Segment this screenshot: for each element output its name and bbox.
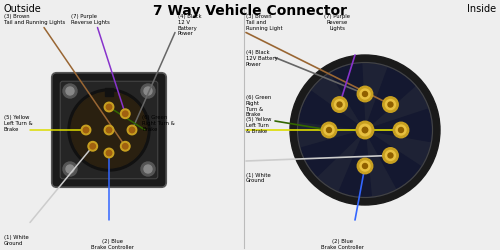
Circle shape <box>337 102 342 107</box>
Circle shape <box>90 144 96 149</box>
Text: (5) Yellow
Left Turn
& Brake: (5) Yellow Left Turn & Brake <box>246 118 272 134</box>
Text: 7 Way Vehicle Connector: 7 Way Vehicle Connector <box>153 4 347 18</box>
Text: (1) White
Ground: (1) White Ground <box>246 172 271 183</box>
Circle shape <box>63 162 77 176</box>
Wedge shape <box>365 68 414 130</box>
Circle shape <box>388 102 393 107</box>
Circle shape <box>88 142 98 151</box>
Circle shape <box>144 87 152 95</box>
Circle shape <box>382 148 398 163</box>
Text: (6) Green
Right Turn &
Brake: (6) Green Right Turn & Brake <box>142 115 176 132</box>
Circle shape <box>104 125 114 135</box>
Circle shape <box>393 122 409 138</box>
Circle shape <box>120 109 130 118</box>
Circle shape <box>298 62 432 198</box>
Wedge shape <box>340 130 372 196</box>
Circle shape <box>362 127 368 133</box>
Circle shape <box>129 127 135 133</box>
Text: (4) Black
12 V
Battery
Power: (4) Black 12 V Battery Power <box>178 14 201 36</box>
Circle shape <box>81 125 91 135</box>
Text: (6) Green
Right
Turn &
Brake: (6) Green Right Turn & Brake <box>246 95 271 118</box>
Wedge shape <box>300 92 365 130</box>
Circle shape <box>122 111 128 116</box>
Wedge shape <box>365 109 431 142</box>
Circle shape <box>68 89 150 171</box>
Circle shape <box>356 121 374 139</box>
Circle shape <box>141 162 155 176</box>
Bar <box>105 88 113 96</box>
Circle shape <box>63 84 77 98</box>
FancyBboxPatch shape <box>52 73 166 187</box>
Circle shape <box>66 87 74 95</box>
Circle shape <box>127 125 137 135</box>
Text: (3) Brown
Tail and
Running Light: (3) Brown Tail and Running Light <box>246 14 282 30</box>
FancyBboxPatch shape <box>60 81 158 179</box>
Circle shape <box>104 102 114 112</box>
Circle shape <box>122 144 128 149</box>
Circle shape <box>120 142 130 151</box>
Text: (1) White
Ground: (1) White Ground <box>4 235 29 246</box>
Text: (2) Blue
Brake Controller
Output: (2) Blue Brake Controller Output <box>321 239 364 250</box>
Circle shape <box>324 125 334 135</box>
Circle shape <box>386 150 396 160</box>
Circle shape <box>386 100 396 110</box>
Text: (7) Purple
Reverse Lights: (7) Purple Reverse Lights <box>71 14 110 25</box>
Circle shape <box>396 125 406 135</box>
Circle shape <box>359 124 371 136</box>
Circle shape <box>71 92 147 168</box>
Wedge shape <box>302 130 365 176</box>
Circle shape <box>326 128 332 132</box>
Circle shape <box>382 97 398 112</box>
Circle shape <box>290 55 440 205</box>
Text: Inside: Inside <box>467 4 496 14</box>
Circle shape <box>334 100 344 110</box>
Circle shape <box>66 165 74 173</box>
Circle shape <box>144 165 152 173</box>
Circle shape <box>106 104 112 110</box>
Circle shape <box>360 161 370 171</box>
Circle shape <box>388 153 393 158</box>
Text: (2) Blue
Brake Controller
Output: (2) Blue Brake Controller Output <box>91 239 134 250</box>
Circle shape <box>104 148 114 158</box>
Circle shape <box>398 128 404 132</box>
Circle shape <box>357 158 373 174</box>
Circle shape <box>357 86 373 102</box>
Text: (7) Purple
Reverse
Lights: (7) Purple Reverse Lights <box>324 14 350 30</box>
Circle shape <box>360 89 370 99</box>
Text: Outside: Outside <box>4 4 42 14</box>
Wedge shape <box>331 64 365 130</box>
Circle shape <box>106 127 112 133</box>
Circle shape <box>362 164 368 168</box>
Text: (5) Yellow
Left Turn &
Brake: (5) Yellow Left Turn & Brake <box>4 115 32 132</box>
Text: (4) Black
12V Battery
Power: (4) Black 12V Battery Power <box>246 50 278 66</box>
Circle shape <box>141 84 155 98</box>
Circle shape <box>84 127 89 133</box>
Wedge shape <box>365 130 420 188</box>
Circle shape <box>321 122 337 138</box>
Circle shape <box>106 150 112 156</box>
Text: (3) Brown
Tail and Running Lights: (3) Brown Tail and Running Lights <box>4 14 65 25</box>
Circle shape <box>362 92 368 96</box>
Circle shape <box>332 97 347 112</box>
